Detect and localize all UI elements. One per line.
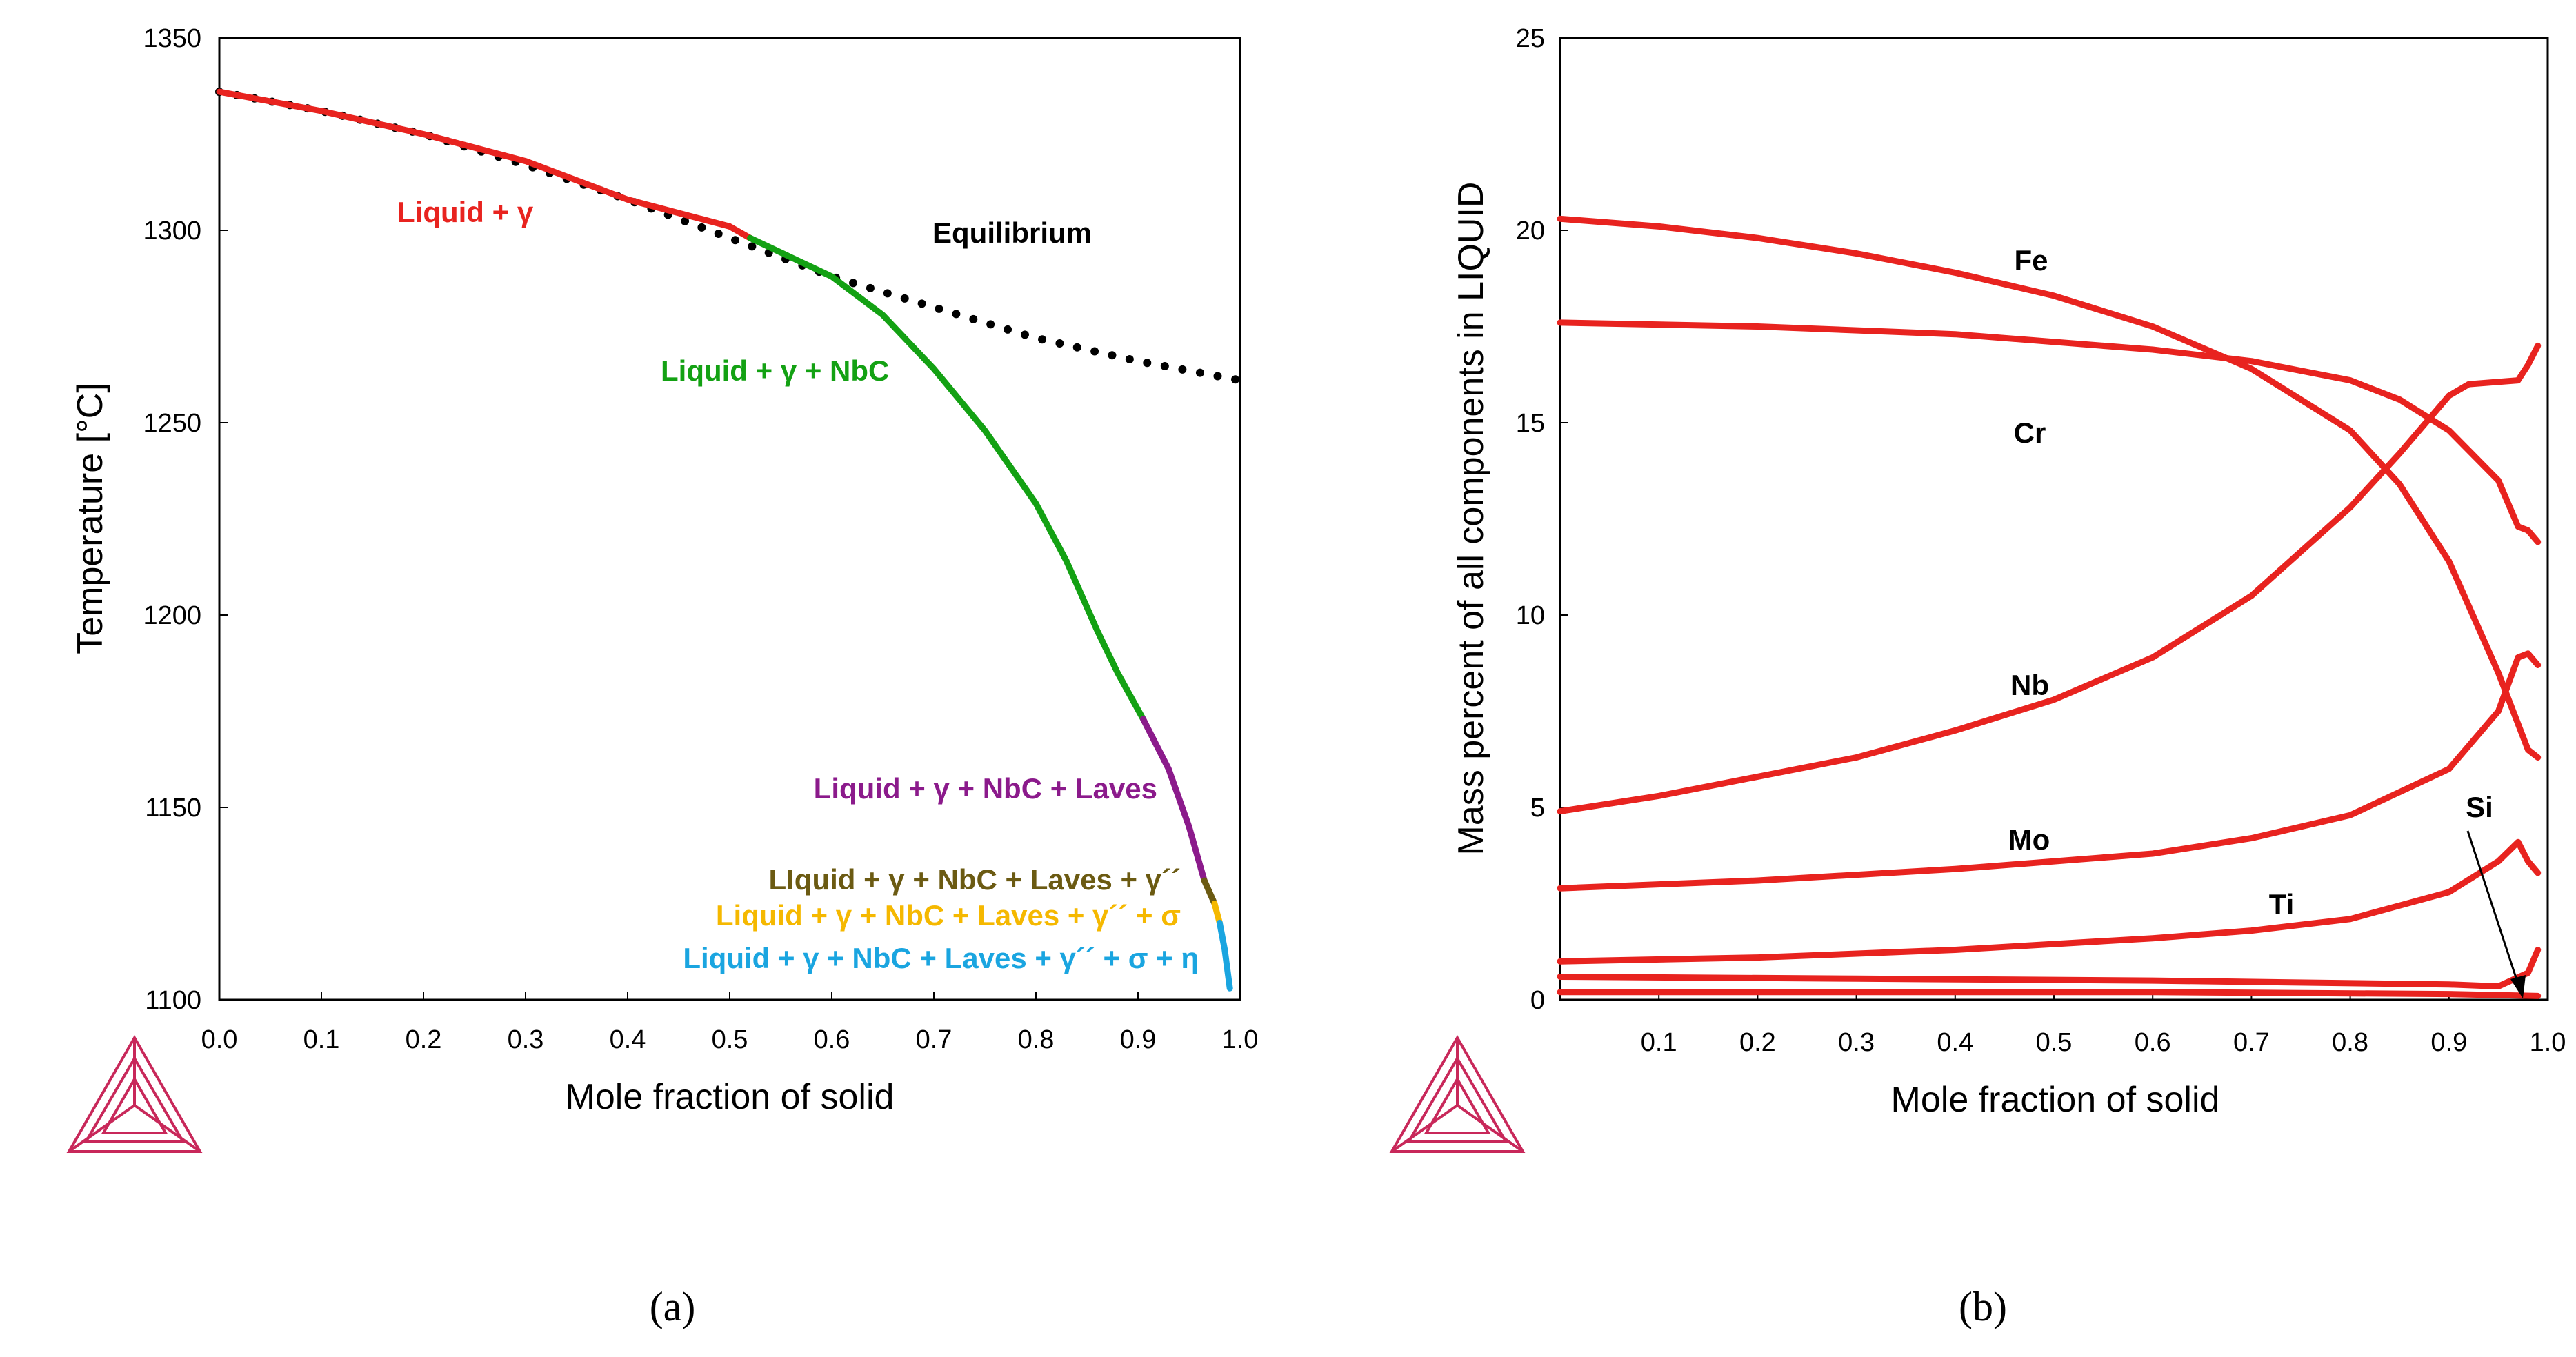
- x-tick-label: 0.8: [1018, 1025, 1055, 1054]
- annotation-fe: Fe: [2014, 244, 2048, 277]
- y-tick-label: 1300: [143, 217, 201, 245]
- x-tick-label: 1.0: [2530, 1028, 2566, 1057]
- x-tick-label: 0.1: [1641, 1028, 1677, 1057]
- series-line-fe: [1557, 215, 2542, 761]
- series-line-liquid-nbc: [747, 234, 1146, 723]
- annotation-gamma-double-prime: LIquid + γ + NbC + Laves + γ´´: [768, 863, 1181, 896]
- y-tick-label: 15: [1516, 409, 1545, 438]
- series-line-cr: [1557, 319, 2542, 545]
- x-tick-label: 0.2: [406, 1025, 442, 1054]
- y-axis-label-a: Temperature [°C]: [70, 383, 110, 654]
- caption-b: (b): [1959, 1284, 2007, 1329]
- series-group-b: [1557, 215, 2542, 999]
- x-tick-label: 0.9: [2430, 1028, 2467, 1057]
- series-line-ti: [1557, 838, 2542, 965]
- x-tick-label: 0.2: [1739, 1028, 1776, 1057]
- panel-a-temperature-chart: 0.0 0.1 0.2 0.3 0.4 0.5 0.6 0.7 0.8 0.9 1.0 1100 115…: [66, 24, 1258, 1329]
- x-tick-label: 0.0: [201, 1025, 238, 1054]
- si-arrow: [2466, 830, 2526, 998]
- x-tick-label: 0.5: [712, 1025, 748, 1054]
- y-tick-label: 20: [1516, 217, 1545, 245]
- tick-group-b: 0.1 0.2 0.3 0.4 0.5 0.6 0.7 0.8 0.9 1.0 0 5 10 15 20 25: [1516, 24, 2566, 1057]
- series-line-liquid-nbc-laves: [1211, 901, 1223, 926]
- plot-frame-a: [218, 37, 1241, 1001]
- y-tick-label: 1150: [145, 794, 201, 823]
- series-line-liquid-nbc-laves: [1201, 877, 1218, 907]
- annotation-eta: Liquid + γ + NbC + Laves + γ´´ + σ + η: [683, 942, 1199, 974]
- series-line-liquid-nbc-laves: [1216, 919, 1233, 992]
- annotation-equilibrium: Equilibrium: [932, 217, 1092, 249]
- series-line-liquid-nbc-laves: [1139, 716, 1208, 884]
- y-tick-label: 25: [1516, 24, 1545, 53]
- x-tick-label: 1.0: [1222, 1025, 1259, 1054]
- y-tick-label: 1200: [143, 601, 201, 630]
- y-tick-label: 1350: [143, 24, 201, 53]
- y-tick-label: 5: [1530, 794, 1545, 823]
- series-line-mo: [1557, 650, 2542, 892]
- x-tick-label: 0.3: [1838, 1028, 1875, 1057]
- annotation-cr: Cr: [2014, 416, 2046, 449]
- plot-frame-b: [1559, 37, 2549, 1001]
- x-tick-label: 0.4: [610, 1025, 646, 1054]
- annotation-si: Si: [2466, 791, 2493, 823]
- x-tick-label: 0.3: [508, 1025, 544, 1054]
- annotation-liquid-gamma-nbc: Liquid + γ + NbC: [661, 354, 889, 387]
- annotation-laves: Liquid + γ + NbC + Laves: [814, 772, 1157, 805]
- series-line-liquid: [216, 88, 754, 241]
- x-tick-label: 0.5: [2036, 1028, 2073, 1057]
- annotation-nb: Nb: [2010, 669, 2049, 701]
- triangle-logo-icon: [66, 1034, 203, 1153]
- x-tick-label: 0.7: [2233, 1028, 2270, 1057]
- series-line-si: [1557, 947, 2542, 989]
- series-line-nb: [1557, 342, 2542, 815]
- series-group-a: [215, 88, 1244, 992]
- y-tick-label: 1100: [145, 986, 201, 1015]
- annotation-sigma: Liquid + γ + NbC + Laves + γ´´ + σ: [716, 899, 1181, 932]
- annotation-liquid-gamma: Liquid + γ: [397, 196, 534, 228]
- tick-group-a: 0.0 0.1 0.2 0.3 0.4 0.5 0.6 0.7 0.8 0.9 1.0 1100 115…: [143, 24, 1258, 1054]
- triangle-logo-icon: [1389, 1034, 1526, 1153]
- x-tick-label: 0.1: [303, 1025, 340, 1054]
- y-tick-label: 1250: [143, 409, 201, 438]
- x-tick-label: 0.8: [2332, 1028, 2368, 1057]
- x-tick-label: 0.9: [1120, 1025, 1157, 1054]
- x-tick-label: 0.6: [814, 1025, 850, 1054]
- y-tick-label: 0: [1530, 986, 1545, 1015]
- y-axis-label-b: Mass percent of all components in LIQUID: [1451, 182, 1491, 856]
- x-tick-label: 0.4: [1937, 1028, 1973, 1057]
- x-tick-label: 0.6: [2135, 1028, 2171, 1057]
- x-axis-label-b: Mole fraction of solid: [1891, 1080, 2220, 1120]
- panel-b-mass-percent-chart: 0.1 0.2 0.3 0.4 0.5 0.6 0.7 0.8 0.9 1.0 0 5 10 15 20 25…: [1389, 24, 2566, 1329]
- annotation-ti: Ti: [2269, 888, 2295, 921]
- y-tick-label: 10: [1516, 601, 1545, 630]
- x-axis-label-a: Mole fraction of solid: [566, 1077, 895, 1117]
- x-tick-label: 0.7: [916, 1025, 952, 1054]
- caption-a: (a): [650, 1284, 696, 1329]
- series-line-trace: [1557, 989, 2542, 999]
- annotation-mo: Mo: [2008, 823, 2050, 856]
